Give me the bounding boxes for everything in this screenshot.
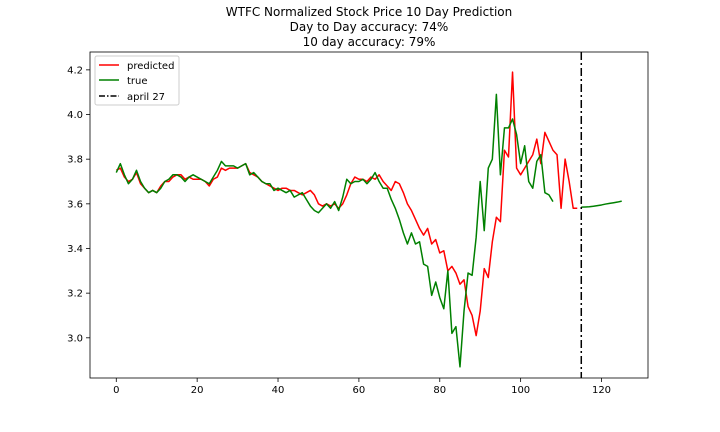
chart-subtitle-day-accuracy: Day to Day accuracy: 74% (290, 20, 449, 34)
x-tick-label: 100 (511, 385, 530, 396)
legend-label-predicted: predicted (127, 61, 174, 72)
y-tick-label: 3.6 (67, 199, 83, 210)
x-tick-label: 0 (113, 385, 119, 396)
plot-area (115, 52, 622, 378)
chart-subtitle-ten-day-accuracy: 10 day accuracy: 79% (303, 35, 436, 49)
x-tick-label: 20 (191, 385, 204, 396)
x-tick-label: 120 (592, 385, 611, 396)
legend-label-true: true (127, 76, 148, 87)
series-line-predicted (115, 71, 578, 337)
x-tick-label: 60 (353, 385, 366, 396)
series-line-forecast (581, 200, 622, 208)
axes-frame: 0 20 40 60 80 100 120 3.0 3.2 3.4 3.6 3.8 4.0 4.2 (67, 51, 649, 396)
y-tick-label: 3.4 (67, 244, 83, 255)
legend: predicted true april 27 (94, 55, 180, 106)
y-tick-label: 3.2 (67, 289, 83, 300)
y-tick-label: 4.0 (67, 110, 83, 121)
series-line-true (115, 93, 554, 368)
x-tick-label: 40 (272, 385, 285, 396)
chart-title: WTFC Normalized Stock Price 10 Day Predi… (226, 5, 512, 19)
y-tick-label: 3.8 (67, 155, 83, 166)
axes-border (89, 51, 649, 379)
y-tick-label: 3.0 (67, 333, 83, 344)
legend-box (94, 55, 180, 106)
y-tick-label: 4.2 (67, 65, 83, 76)
legend-label-april-27: april 27 (127, 92, 165, 103)
x-tick-label: 80 (433, 385, 446, 396)
